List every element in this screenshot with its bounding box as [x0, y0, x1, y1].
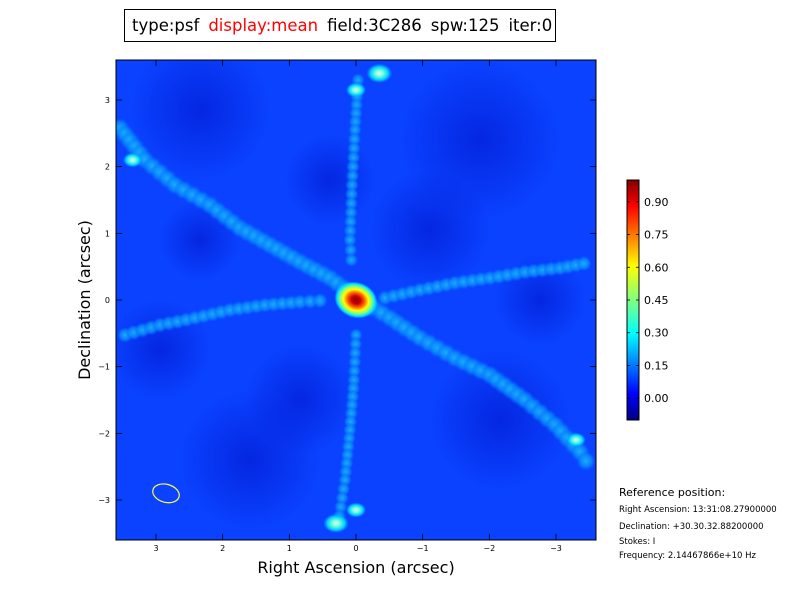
- heatmap-layer: [116, 60, 596, 534]
- reference-frequency: Frequency: 2.14467866e+10 Hz: [619, 551, 756, 561]
- type-label: type:psf: [132, 16, 200, 35]
- colorbar-tick-label: 0.15: [644, 359, 669, 372]
- sidelobe-ridge: [312, 292, 328, 309]
- y-axis-label: Declination (arcsec): [75, 220, 94, 380]
- display-label: display:mean: [208, 16, 319, 35]
- sidelobe-ridge: [576, 451, 596, 471]
- colorbar-ticks: 0.90 0.75 0.60 0.45 0.30 0.15 0.00: [627, 196, 669, 405]
- sidelobe-ridge: [576, 255, 592, 272]
- sidelobe-ridge: [343, 243, 358, 257]
- x-tick-label: 1: [287, 544, 292, 553]
- reference-dec: Declination: +30.30.32.88200000: [619, 522, 764, 532]
- colorbar-tick-label: 0.30: [644, 327, 669, 340]
- y-tick-label: −1: [98, 363, 110, 372]
- sidelobe-peak: [122, 152, 143, 168]
- y-tick-label: 1: [105, 229, 110, 238]
- y-tick-label: 0: [105, 296, 110, 305]
- image-info-header: type:psf display:mean field:3C286 spw:12…: [124, 9, 556, 42]
- reference-ra: Right Ascension: 13:31:08.27900000: [619, 505, 777, 515]
- dark-patch: [130, 60, 270, 180]
- dark-patch: [430, 350, 570, 490]
- colorbar-tick-label: 0.90: [644, 196, 669, 209]
- y-tick-label: 2: [105, 163, 110, 172]
- sidelobe-peak: [345, 502, 367, 518]
- sidelobe-ridge: [344, 253, 359, 267]
- colorbar-tick-label: 0.60: [644, 261, 669, 274]
- spw-label: spw:125: [430, 16, 500, 35]
- field-label: field:3C286: [327, 16, 422, 35]
- sidelobe-peak: [566, 432, 586, 448]
- colorbar-tick-label: 0.00: [644, 392, 669, 405]
- x-tick-label: 2: [220, 544, 225, 553]
- dark-patch: [285, 135, 375, 225]
- x-tick-label: −1: [417, 544, 429, 553]
- x-axis-label: Right Ascension (arcsec): [257, 558, 454, 577]
- x-tick-label: −2: [483, 544, 495, 553]
- beam-ellipse: [152, 483, 180, 504]
- dark-patch: [370, 170, 490, 290]
- x-tick-label: −3: [550, 544, 562, 553]
- colorbar-tick-label: 0.45: [644, 294, 669, 307]
- psf-peak: [334, 281, 378, 319]
- sidelobe-peak: [366, 63, 393, 84]
- sidelobe-peak: [345, 82, 367, 98]
- dark-patch: [245, 345, 355, 455]
- iter-label: iter:0: [508, 16, 553, 35]
- reference-stokes: Stokes: I: [619, 537, 656, 547]
- x-tick-label: 3: [153, 544, 158, 553]
- sidelobe-ridge: [343, 233, 357, 247]
- colorbar-tick-label: 0.75: [644, 229, 669, 242]
- y-tick-label: −2: [98, 429, 110, 438]
- sidelobe-peak: [323, 513, 349, 534]
- reference-position-title: Reference position:: [619, 486, 726, 499]
- y-tick-label: −3: [98, 496, 110, 505]
- x-tick-label: 0: [353, 544, 358, 553]
- axis-ticks: 3 2 1 0 −1 −2 −3 3 2 1 0 −1 −2 −3: [98, 60, 596, 553]
- y-tick-label: 3: [105, 96, 110, 105]
